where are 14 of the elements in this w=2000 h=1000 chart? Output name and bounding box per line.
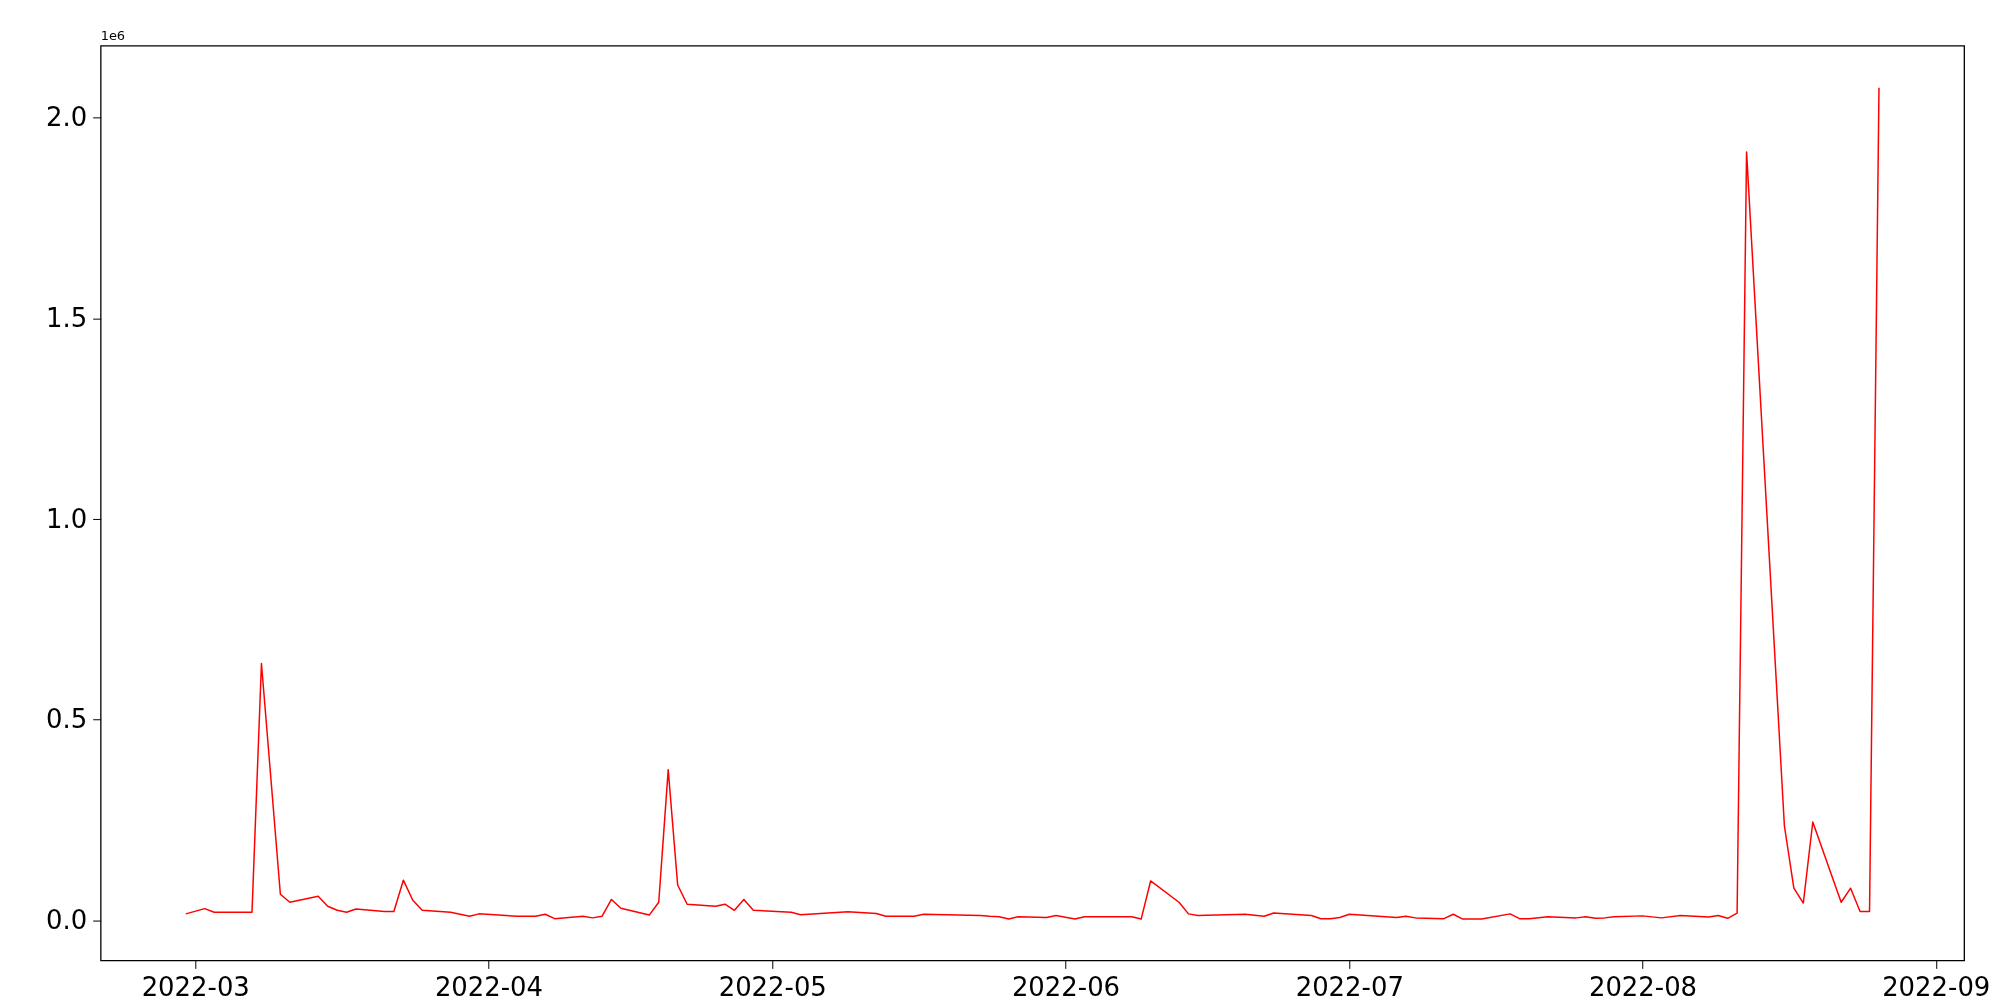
text: 1e6 xyxy=(100,27,126,43)
x-tick-label: 2022-09 xyxy=(1882,971,1991,1000)
x-tick-label: 2022-07 xyxy=(1295,971,1404,1000)
line-series xyxy=(185,86,1880,920)
x-tick-label: 2022-05 xyxy=(718,971,827,1000)
x-tick-label: 2022-03 xyxy=(141,971,250,1000)
x-tick-label: 2022-06 xyxy=(1011,971,1121,1000)
y-tick-label: 2.0 xyxy=(46,102,88,133)
y-tick-label: 0.0 xyxy=(46,904,88,935)
y-tick-label: 0.5 xyxy=(46,704,88,735)
x-tick-label: 2022-04 xyxy=(434,971,544,1000)
x-tick-label: 2022-08 xyxy=(1588,971,1698,1000)
y-tick-label: 1.0 xyxy=(46,503,88,534)
y-tick-label: 1.5 xyxy=(46,302,88,333)
